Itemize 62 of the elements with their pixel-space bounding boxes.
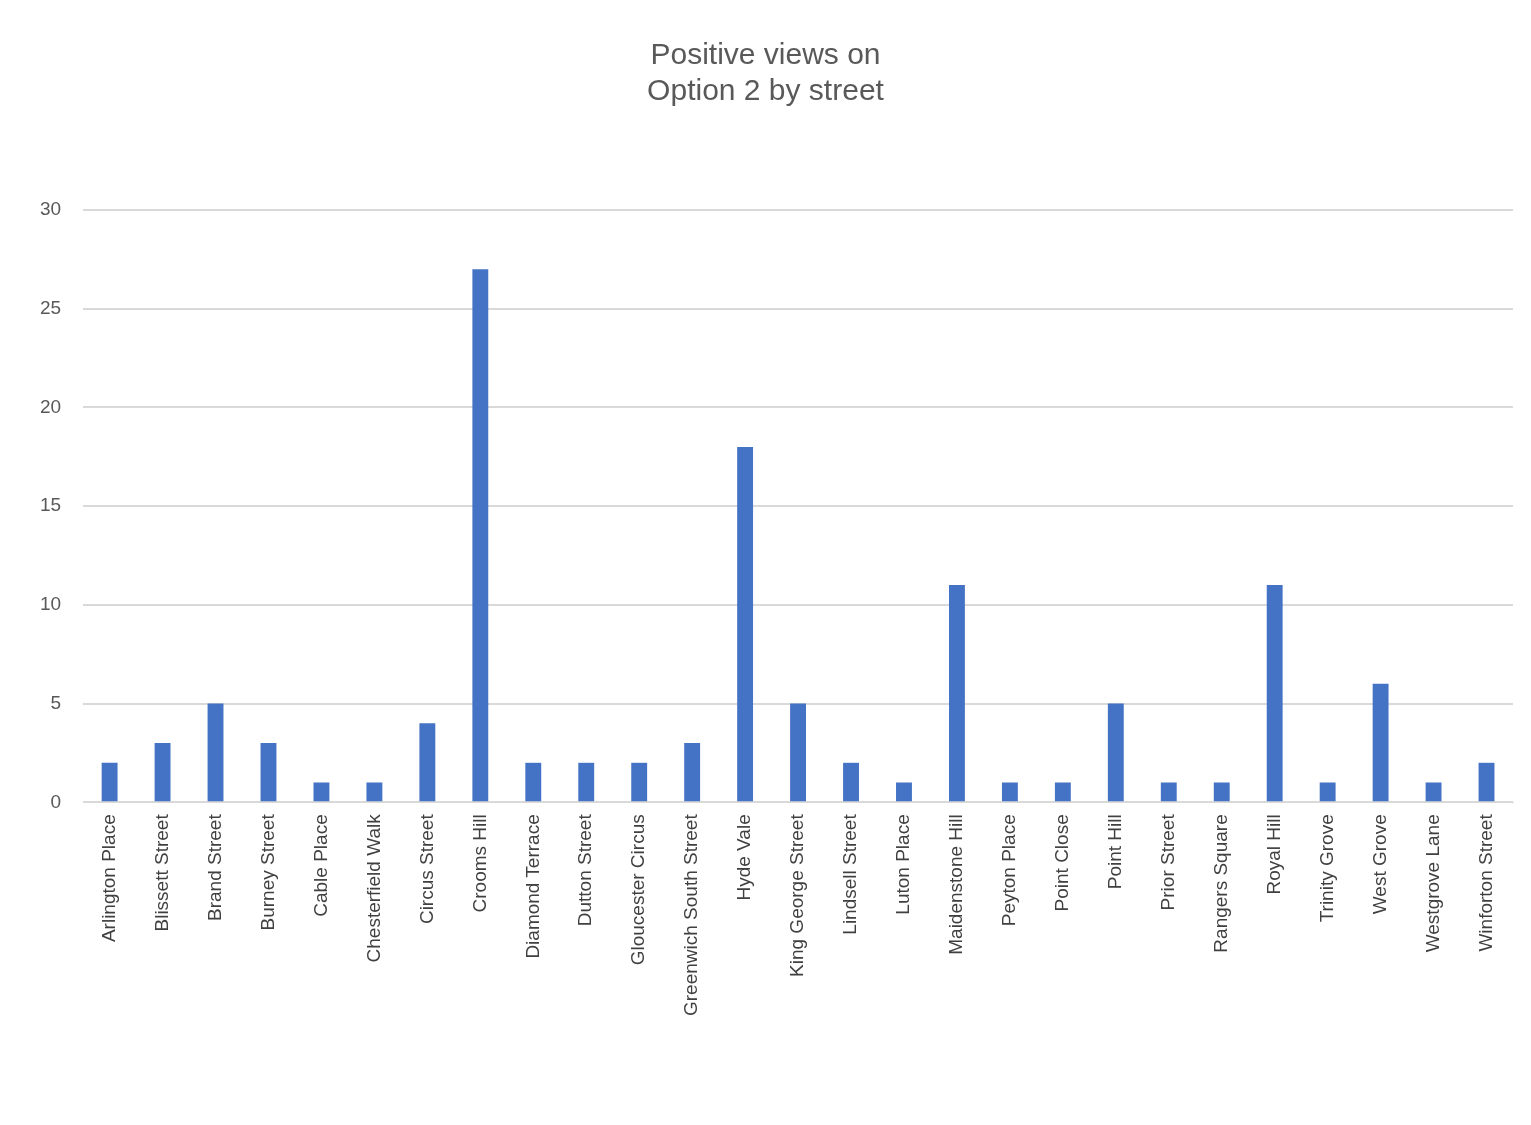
bar (260, 743, 277, 802)
x-tick-label: Circus Street (415, 813, 437, 925)
bar (1319, 782, 1336, 802)
bar (790, 703, 807, 802)
x-tick-label: Peyton Place (998, 814, 1020, 927)
bar (1054, 782, 1071, 802)
x-tick-label: Chesterfield Walk (362, 813, 384, 963)
x-tick-label: Luton Place (892, 814, 914, 915)
bar (101, 762, 118, 802)
x-tick-label: Westgrove Lane (1421, 814, 1443, 953)
bar (1213, 782, 1230, 802)
x-tick-label: Point Close (1051, 814, 1073, 912)
y-tick-label: 0 (50, 790, 62, 812)
x-tick-label: Gloucester Circus (627, 814, 649, 966)
x-tick-label: Blissett Street (150, 813, 172, 932)
x-tick-label: West Grove (1368, 814, 1390, 915)
x-tick-label: Brand Street (203, 813, 225, 921)
bar (631, 762, 648, 802)
x-tick-label: King George Street (786, 813, 808, 977)
x-tick-label: Hyde Vale (733, 814, 755, 901)
x-tick-label: Royal Hill (1262, 814, 1284, 895)
x-tick-label: Prior Street (1157, 813, 1179, 911)
x-tick-label: Dutton Street (574, 813, 596, 927)
x-tick-label: Trinity Grove (1315, 814, 1337, 923)
y-tick-label: 10 (39, 593, 62, 615)
bar (207, 703, 224, 802)
x-tick-label: Greenwich South Street (680, 813, 702, 1016)
bar (1266, 585, 1283, 802)
bar (313, 782, 330, 802)
y-tick-label: 20 (39, 395, 62, 417)
y-tick-label: 15 (39, 494, 62, 516)
bar (1001, 782, 1018, 802)
bar (578, 762, 595, 802)
bar (896, 782, 912, 802)
bar (525, 762, 542, 802)
y-tick-label: 5 (50, 691, 62, 713)
x-tick-label: Rangers Square (1209, 814, 1231, 953)
y-tick-label: 30 (39, 198, 62, 220)
x-tick-label: Lindsell Street (839, 813, 861, 935)
x-tick-label: Cable Place (309, 814, 331, 917)
bar (1478, 762, 1495, 802)
x-tick-label: Crooms Hill (468, 814, 490, 913)
bar (1425, 782, 1442, 802)
x-tick-label: Burney Street (256, 813, 278, 931)
bar (1160, 782, 1177, 802)
x-tick-label: Winforton Street (1474, 813, 1496, 952)
bar (949, 585, 965, 802)
x-tick-label: Arlington Place (97, 814, 119, 943)
bar (366, 782, 383, 802)
bar (419, 723, 436, 802)
x-tick-label: Diamond Terrace (521, 814, 543, 959)
bar (154, 743, 171, 802)
y-tick-label: 25 (39, 296, 62, 318)
bar (1372, 683, 1389, 802)
x-tick-label: Point Hill (1104, 814, 1126, 890)
bar (472, 269, 489, 802)
bar (1107, 703, 1124, 802)
bar (737, 446, 754, 802)
bar (843, 762, 859, 802)
chart-title: Positive views on Option 2 by street (647, 37, 885, 107)
x-tick-label: Maidenstone Hill (945, 814, 967, 955)
bar (684, 743, 701, 802)
